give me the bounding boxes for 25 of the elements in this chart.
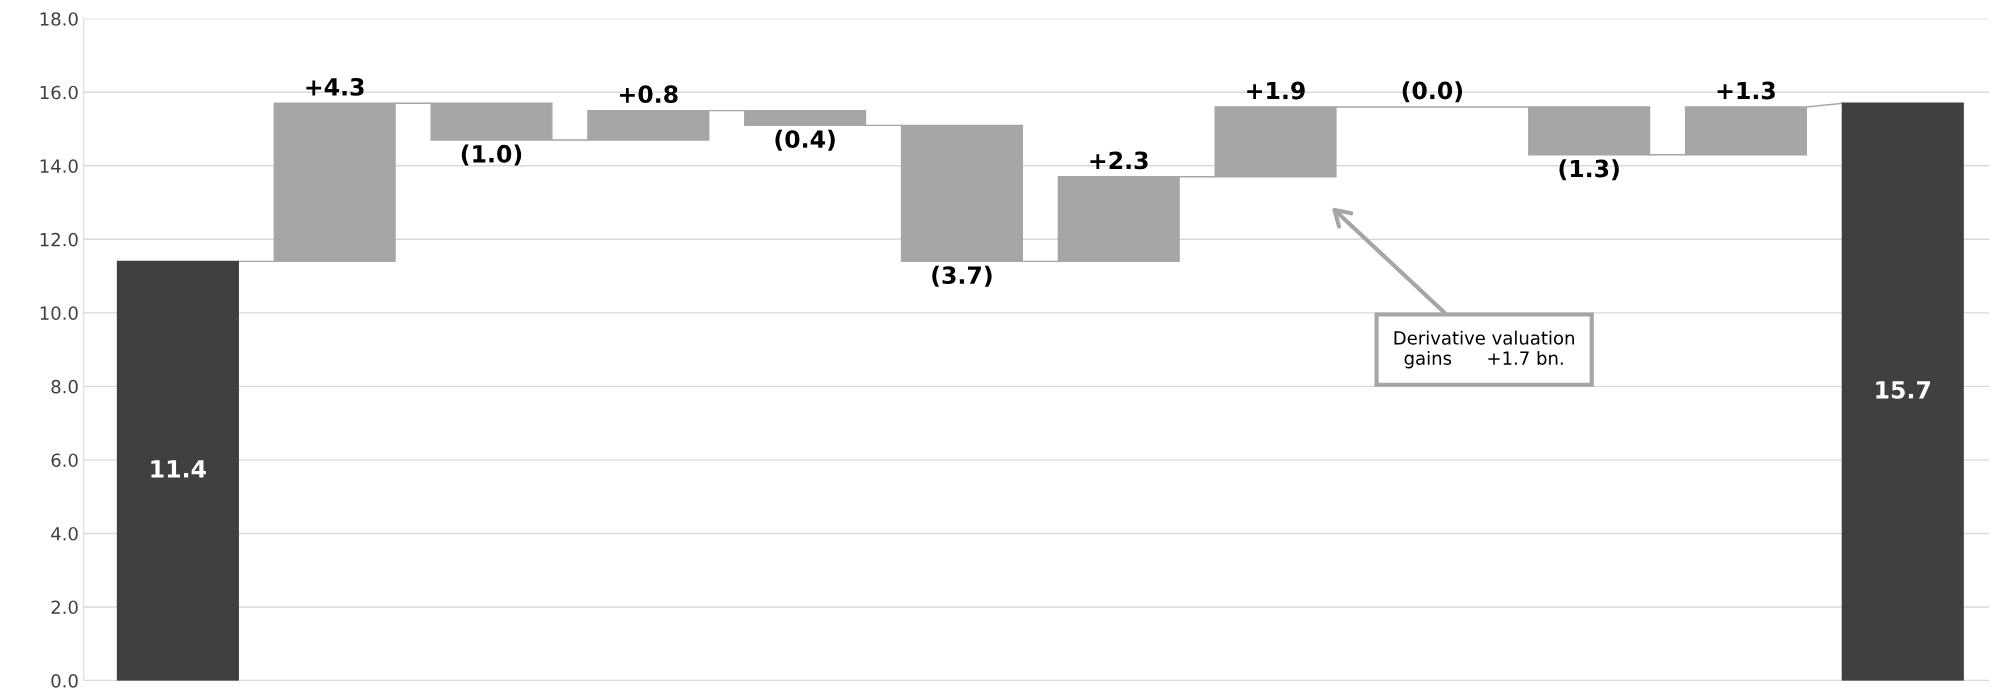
data-label: 15.7 — [1876, 381, 1931, 399]
data-label: (0.4) — [775, 129, 835, 151]
annotation: Derivative valuation gains +1.7 bn. — [1394, 330, 1574, 369]
data-label: (1.3) — [1559, 159, 1619, 181]
data-label: (1.0) — [461, 144, 522, 166]
data-label: +1.9 — [1247, 81, 1305, 100]
y-tick-label: 18.0 — [40, 12, 78, 26]
data-label: +1.3 — [1717, 81, 1775, 100]
y-tick-label: 16.0 — [40, 85, 78, 100]
y-tick-label: 2.0 — [51, 600, 78, 615]
data-label: (3.7) — [932, 265, 992, 287]
y-tick-label: 6.0 — [51, 453, 78, 468]
data-label: +0.8 — [620, 85, 678, 104]
y-tick-label: 14.0 — [40, 159, 78, 173]
data-label: +4.3 — [306, 77, 364, 96]
y-tick-label: 12.0 — [40, 232, 78, 247]
bar — [1841, 102, 1964, 681]
y-tick-label: 10.0 — [40, 306, 78, 320]
data-label: 11.4 — [151, 460, 206, 478]
y-tick-label: 0.0 — [51, 673, 78, 688]
bar — [116, 260, 239, 681]
data-label: +2.3 — [1090, 151, 1148, 170]
data-label: (0.0) — [1402, 81, 1463, 103]
y-tick-label: 8.0 — [51, 379, 78, 394]
y-tick-label: 4.0 — [51, 526, 78, 541]
